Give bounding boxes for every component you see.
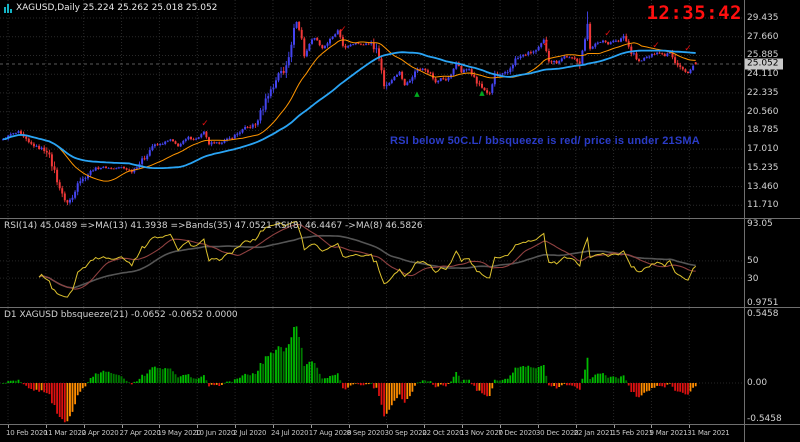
time-axis-label: 10 Jun 2020 [195,429,236,437]
squeeze-axis-label: 0.5458 [747,309,779,319]
time-axis-label: 31 Mar 2021 [687,429,730,437]
time-axis-label: 7 Dec 2020 [498,429,537,437]
time-axis-label: 9 Mar 2021 [649,429,688,437]
time-axis-tick [83,425,85,428]
rsi-ma-line [38,223,696,290]
time-axis-tick [689,425,691,428]
squeeze-grid [0,308,744,424]
rsi-axis-label: 0.9751 [747,298,779,308]
candlestick-chart-icon [4,4,12,13]
time-axis-label: 24 Jul 2020 [270,429,309,437]
buy-signal-icon: ▲ [414,90,420,98]
price-axis-label: 29.435 [747,13,779,23]
time-axis-label: 19 May 2020 [157,429,201,437]
time-axis-tick [310,425,312,428]
rsi-axis-label: 93.05 [747,219,773,229]
chart-annotation-text: RSI below 50C.L/ bbsqueeze is red/ price… [390,135,700,147]
panel-separator-time-axis[interactable] [0,424,800,425]
price-axis-separator [744,0,745,442]
squeeze-axis-label: -0.5458 [747,414,782,424]
time-axis-tick [651,425,653,428]
time-axis-label: 2 Jul 2020 [233,429,267,437]
current-price-tag: 25.052 [745,58,783,70]
sell-signal-icon: ✓ [652,41,660,51]
squeeze-indicator-label: D1 XAGUSD bbsqueeze(21) -0.0652 -0.0652 … [4,310,238,320]
sell-signal-icon: ✓ [542,39,550,49]
price-axis-label: 13.460 [747,181,779,192]
sell-signal-icon: ✓ [684,44,692,54]
rsi-bands-mid-line [38,234,696,289]
panel-separator-rsi-squeeze[interactable] [0,307,800,308]
buy-signal-icon: ▲ [479,89,485,97]
time-axis-tick [386,425,388,428]
time-axis-tick [8,425,9,428]
time-axis-tick [121,425,123,428]
price-axis-label: 27.660 [747,31,779,42]
time-axis-tick [575,425,577,428]
time-axis-tick [500,425,502,428]
time-axis-label: 22 Oct 2020 [422,429,464,437]
time-axis-tick [348,425,350,428]
rsi-indicator-label: RSI(14) 45.0489 =>MA(13) 41.3938 =>Bands… [4,221,423,231]
sma21-line [2,39,696,182]
time-axis-label: 30 Dec 2020 [535,429,579,437]
time-axis-tick [45,425,47,428]
time-axis-label: 11 Mar 2020 [43,429,87,437]
price-axis-label: 17.010 [747,144,779,155]
main-grid [0,0,744,218]
price-axis-label: 15.235 [747,162,779,173]
squeeze-canvas[interactable] [0,308,744,424]
rsi-line [38,221,697,298]
time-axis-tick [613,425,615,428]
symbol-bar: XAGUSD,Daily 25.224 25.262 25.018 25.052 [4,3,217,13]
time-axis-label: 27 Apr 2020 [119,429,161,437]
time-axis-tick [197,425,199,428]
price-axis-label: 20.560 [747,106,779,117]
time-axis-label: 2 Apr 2020 [81,429,119,437]
squeeze-bars-positive-falling [15,337,628,383]
rsi-canvas[interactable] [0,219,744,307]
price-axis-label: 22.335 [747,87,779,98]
time-axis-tick [424,425,426,428]
time-axis-label: 22 Jan 2021 [573,429,614,437]
rsi-axis-label: 30 [747,274,759,284]
squeeze-axis-label: 0.00 [747,378,768,388]
panel-separator-main-rsi[interactable] [0,218,800,219]
price-axis-label: 24.110 [747,69,779,80]
sell-signal-icon: ✓ [201,119,209,129]
time-axis-label: 10 Feb 2020 [6,429,48,437]
sma50-line [2,49,696,170]
price-axis-label: 11.710 [747,200,779,211]
time-axis-label: 17 Aug 2020 [308,429,352,437]
price-axis-label: 18.785 [747,125,779,136]
time-axis-label: 13 Nov 2020 [460,429,503,437]
sell-signal-icon: ✓ [339,25,347,35]
symbol-ohlc-label: XAGUSD,Daily 25.224 25.262 25.018 25.052 [16,3,218,13]
time-axis-label: 8 Sep 2020 [346,429,385,437]
rsi-axis-label: 50 [747,256,759,266]
time-axis-tick [272,425,274,428]
price-axis-label: 25.885 [747,50,779,61]
time-axis-tick [235,425,237,428]
sell-signal-icon: ✓ [604,29,612,39]
time-axis-label: 15 Feb 2021 [611,429,654,437]
time-axis-tick [537,425,539,428]
time-axis-label: 30 Sep 2020 [384,429,427,437]
time-axis-tick [462,425,464,428]
main-chart-canvas[interactable] [0,0,744,218]
time-axis-tick [159,425,161,428]
clock-display: 12:35:42 [646,2,742,24]
